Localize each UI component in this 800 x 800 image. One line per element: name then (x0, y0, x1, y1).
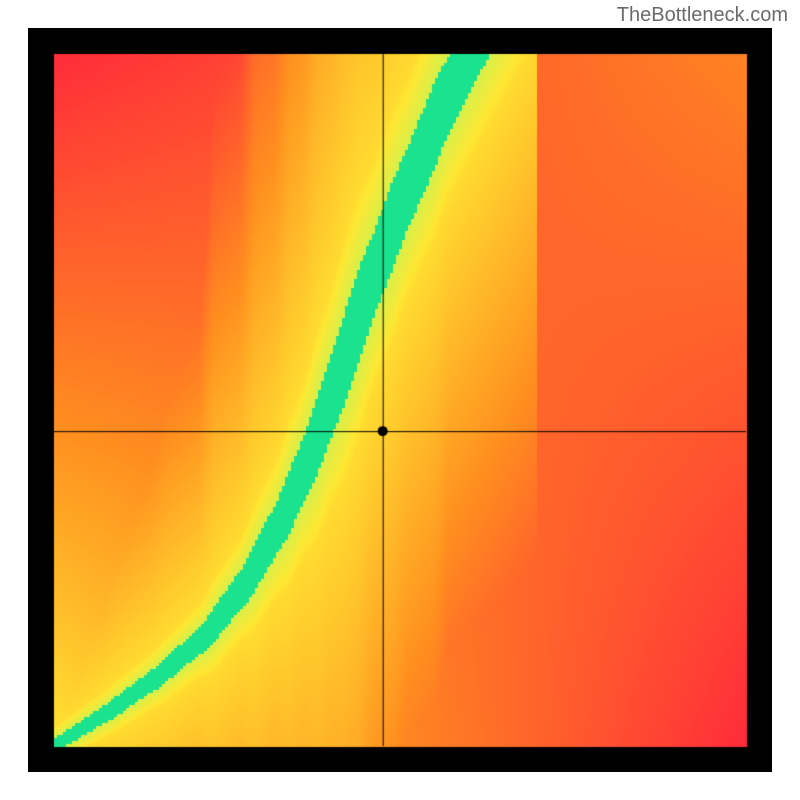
heatmap-canvas (28, 28, 772, 772)
plot-frame (28, 28, 772, 772)
chart-container: TheBottleneck.com (0, 0, 800, 800)
watermark-text: TheBottleneck.com (617, 4, 788, 27)
